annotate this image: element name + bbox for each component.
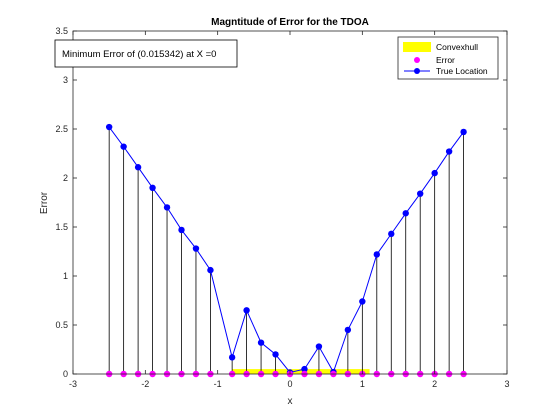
- error-point: [431, 169, 438, 177]
- error-point: [272, 351, 279, 358]
- legend-label-error: Error: [436, 55, 455, 65]
- annotation-frame: [54, 39, 238, 68]
- annotation-box: Minimum Error of (0.015342) at X =0: [54, 39, 238, 68]
- error-point: [178, 226, 185, 234]
- legend-marker-error: [414, 57, 420, 63]
- legend-swatch-convexhull: [403, 42, 431, 52]
- error-point: [149, 184, 156, 191]
- chart-title: Magntitude of Error for the TDOA: [211, 17, 369, 28]
- y-tick-label: 3.5: [55, 26, 68, 36]
- error-point: [460, 128, 467, 136]
- x-tick-label: 0: [287, 379, 292, 389]
- x-tick-label: -1: [214, 379, 222, 389]
- x-tick-label: 3: [504, 379, 509, 389]
- convexhull-region: [232, 369, 370, 374]
- legend-label-convexhull: Convexhull: [436, 42, 478, 52]
- y-axis-label: Error: [39, 191, 50, 214]
- error-point: [301, 365, 308, 373]
- y-tick-label: 1: [63, 271, 68, 281]
- y-tick-label: 1.5: [55, 222, 68, 232]
- legend: Convexhull Error True Location: [397, 36, 499, 80]
- error-point: [445, 148, 453, 155]
- error-point: [243, 307, 250, 314]
- error-point: [417, 190, 424, 197]
- y-tick-label: 0.5: [55, 320, 68, 330]
- error-point: [257, 339, 265, 346]
- x-tick-label: -2: [141, 379, 149, 389]
- error-point: [134, 164, 142, 171]
- x-tick-label: 1: [360, 379, 365, 389]
- error-point: [402, 210, 409, 217]
- error-point: [315, 343, 323, 350]
- legend-label-true-location: True Location: [436, 66, 488, 76]
- error-point: [228, 354, 236, 361]
- y-tick-label: 0: [63, 369, 68, 379]
- y-axis-ticks: 0 0.5 1 1.5 2 2.5 3 3.5: [55, 26, 507, 379]
- stem-lines: [108, 127, 465, 374]
- y-tick-label: 2: [63, 173, 68, 183]
- x-axis-ticks: -3 -2 -1 0 1 2 3: [69, 31, 510, 389]
- y-tick-label: 3: [63, 75, 68, 85]
- error-point: [163, 204, 171, 211]
- error-point: [373, 251, 380, 258]
- error-point: [120, 143, 127, 150]
- x-tick-label: 2: [432, 379, 437, 389]
- error-series-points: [105, 123, 467, 376]
- y-tick-label: 2.5: [55, 124, 68, 134]
- error-point: [359, 298, 366, 305]
- annotation-text: Minimum Error of (0.015342) at X =0: [62, 49, 216, 60]
- convexhull-patch: [232, 369, 370, 374]
- error-point: [344, 326, 352, 334]
- x-tick-label: -3: [69, 379, 77, 389]
- x-axis-label: x: [288, 396, 293, 407]
- error-point: [105, 123, 113, 131]
- legend-marker-true-location: [414, 68, 420, 74]
- error-point: [388, 230, 395, 238]
- error-point: [207, 266, 214, 274]
- error-point: [192, 245, 200, 252]
